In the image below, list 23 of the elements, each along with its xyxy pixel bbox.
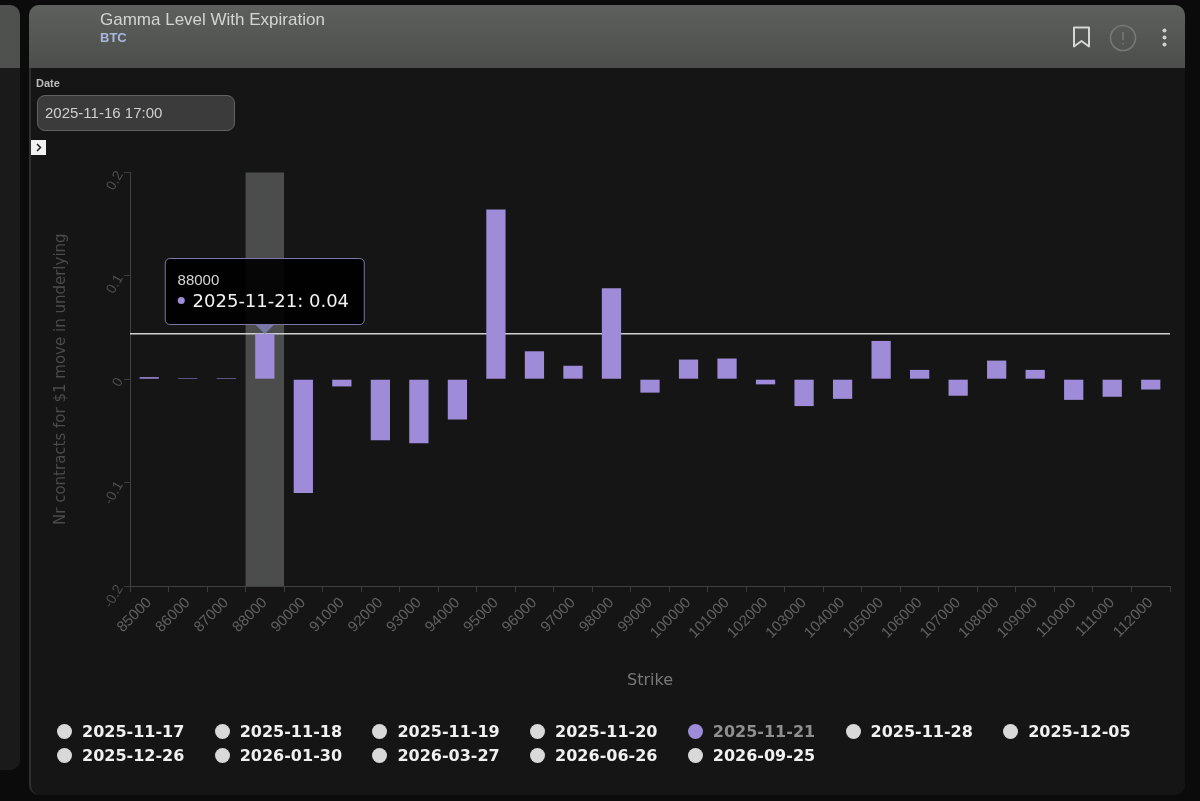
y-tick-label: -0.1 (100, 477, 127, 507)
y-tick-label: 0.2 (102, 167, 127, 193)
x-axis-title: Strike (627, 669, 673, 689)
legend-label: 2026-01-30 (239, 746, 343, 765)
text: 2025-11-16 17:00 (45, 104, 163, 121)
annotation: 2025-11-21: 0.04 (192, 288, 350, 313)
y-tick-label: 0.1 (102, 271, 127, 297)
legend-label: 2026-09-25 (712, 746, 816, 765)
text: Date (36, 77, 60, 89)
legend-label: 2026-03-27 (397, 746, 500, 765)
legend-label: 2025-11-21 (712, 722, 816, 741)
chart-subtitle: BTC (100, 30, 127, 45)
legend-label: 2025-12-05 (1028, 722, 1131, 741)
legend-label: 2025-11-18 (239, 722, 343, 741)
legend-label: 2025-11-28 (870, 722, 973, 741)
legend-label: 2025-11-17 (82, 722, 185, 741)
chart-title: Gamma Level With Expiration (100, 10, 325, 30)
legend-label: 2025-11-20 (555, 722, 658, 741)
legend-label: 2025-11-19 (397, 722, 500, 741)
legend-label: 2026-06-26 (555, 746, 658, 765)
legend-label: 2025-12-26 (82, 746, 185, 765)
text: 88000 (177, 270, 220, 288)
y-tick-label: 0 (108, 374, 127, 390)
